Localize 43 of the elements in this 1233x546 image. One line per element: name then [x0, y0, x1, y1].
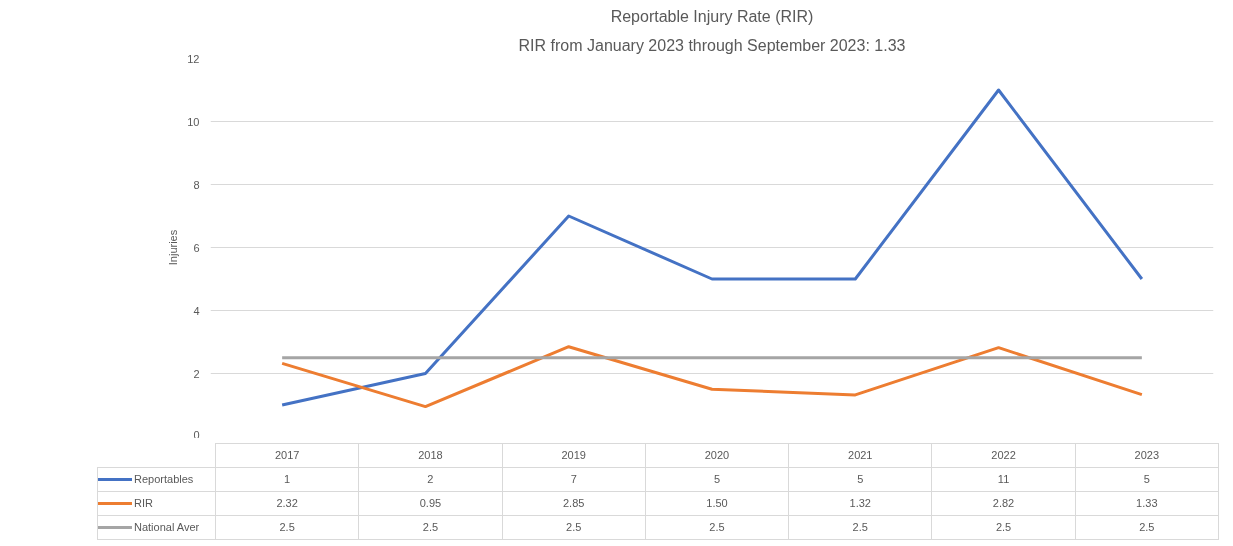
- data-label: 2.5: [358, 515, 503, 540]
- x-tick-label: 2019: [502, 443, 646, 468]
- data-label: 2.5: [645, 515, 789, 540]
- x-tick-label: 2021: [788, 443, 932, 468]
- data-label: 1.50: [645, 491, 789, 516]
- x-tick-label: 2017: [215, 443, 359, 468]
- data-label: 5: [645, 467, 789, 492]
- data-label: 2.5: [788, 515, 932, 540]
- data-label: 5: [1075, 467, 1219, 492]
- legend-label: Reportables: [97, 467, 216, 492]
- data-label: 2.82: [931, 491, 1076, 516]
- data-label: 5: [788, 467, 932, 492]
- data-label: 2.5: [931, 515, 1076, 540]
- x-tick-label: 2023: [1075, 443, 1219, 468]
- legend-label: RIR: [97, 491, 216, 516]
- y-tick-label: 12: [187, 52, 200, 65]
- data-label: 11: [931, 467, 1076, 492]
- data-label: 0.95: [358, 491, 503, 516]
- data-label: 2.85: [502, 491, 646, 516]
- y-axis-title: Injuries: [167, 229, 180, 266]
- line-series: [280, 345, 1144, 409]
- y-tick-label: 2: [193, 367, 200, 380]
- x-tick-label: 2020: [645, 443, 789, 468]
- x-tick-label: 2022: [931, 443, 1076, 468]
- data-label: 1.33: [1075, 491, 1219, 516]
- data-label: 2.32: [215, 491, 359, 516]
- data-label: 1: [215, 467, 359, 492]
- data-label: 2.5: [215, 515, 359, 540]
- chart-subtitle: RIR from January 2023 through September 2023: 1.33: [518, 36, 906, 54]
- y-tick-label: 10: [187, 115, 200, 128]
- x-tick-label: 2018: [358, 443, 503, 468]
- y-tick-label: 4: [193, 304, 200, 317]
- data-label: 7: [502, 467, 646, 492]
- legend-label: National Aver: [97, 515, 216, 540]
- y-tick-label: 8: [193, 178, 200, 191]
- chart-title: Reportable Injury Rate (RIR): [610, 7, 814, 25]
- line-series: [280, 88, 1144, 407]
- y-tick-label: 6: [193, 241, 200, 254]
- y-tick-label: 0: [193, 428, 200, 441]
- data-label: 1.32: [788, 491, 932, 516]
- data-label: 2.5: [1075, 515, 1219, 540]
- data-label: 2: [358, 467, 503, 492]
- data-label: 2.5: [502, 515, 646, 540]
